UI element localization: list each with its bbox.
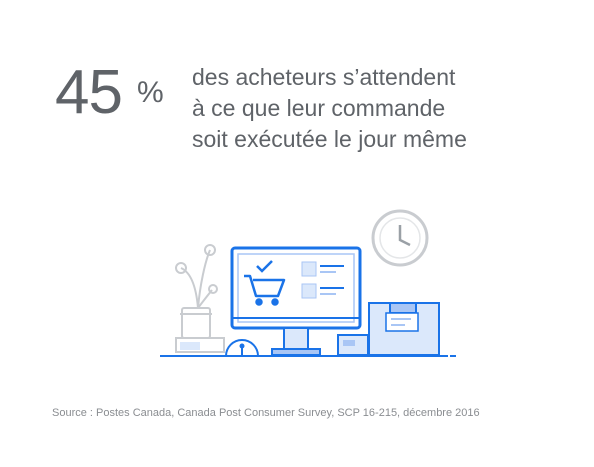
- shopping-cart-icon: [244, 274, 286, 306]
- plant-icon: [175, 244, 225, 353]
- clock-icon: [371, 209, 429, 267]
- headline-line-2: à ce que leur commande: [192, 95, 446, 121]
- headline-line-1: des acheteurs s’attendent: [192, 64, 456, 90]
- source-note: Source : Postes Canada, Canada Post Cons…: [52, 407, 480, 419]
- checkmark-icon: [256, 260, 273, 273]
- small-package-icon: [337, 334, 369, 356]
- stat-number: 45: [55, 58, 123, 127]
- stat-percent-unit: %: [137, 76, 164, 109]
- headline-line-3: soit exécutée le jour même: [192, 126, 467, 152]
- headline: des acheteurs s’attendent à ce que leur …: [192, 62, 467, 155]
- package-box-icon: [368, 302, 440, 356]
- gauge-icon: [224, 339, 260, 357]
